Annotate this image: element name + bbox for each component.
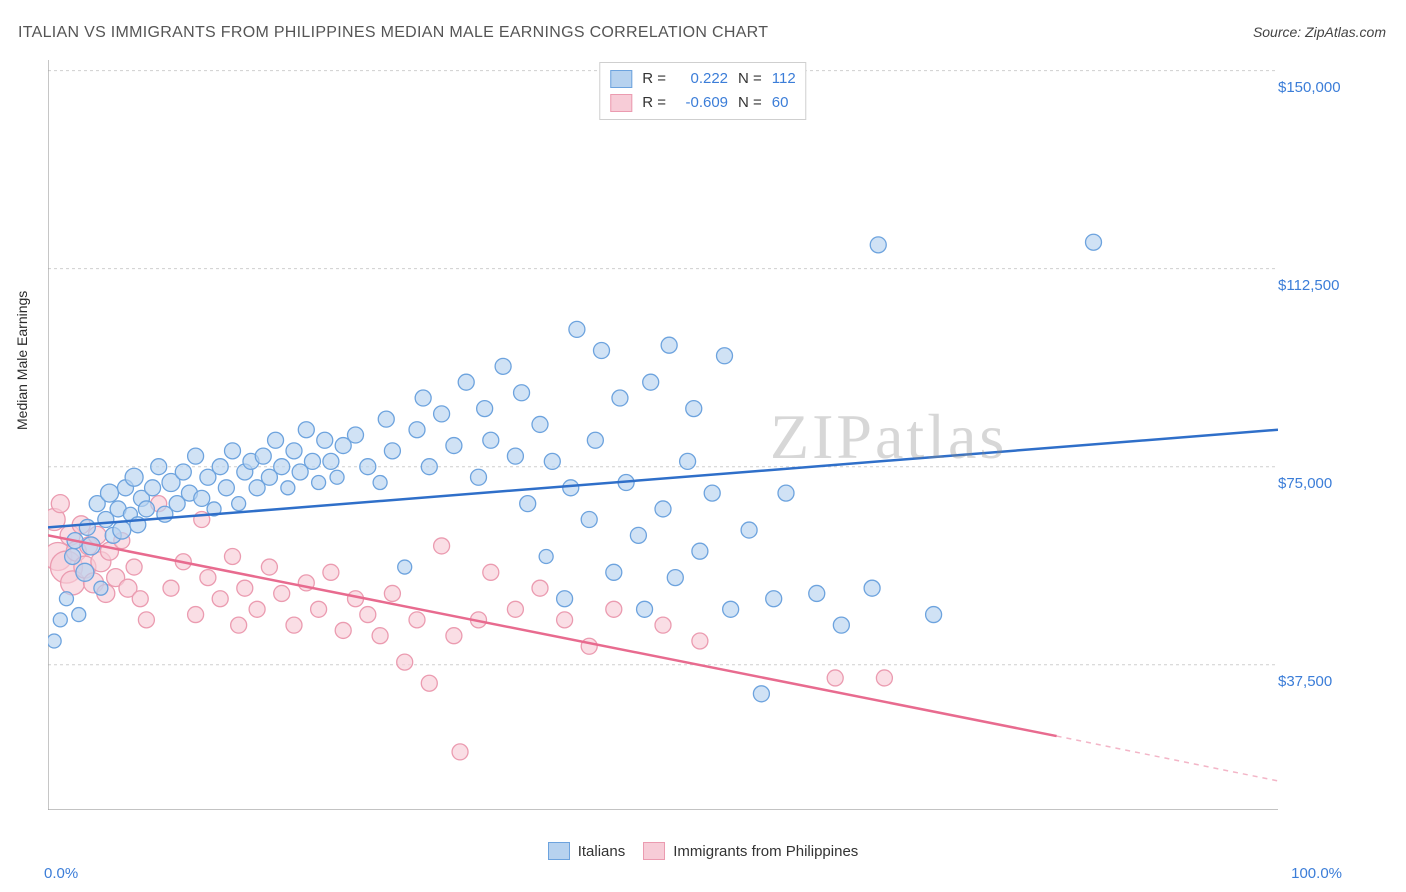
chart-area xyxy=(48,60,1278,810)
stats-r-label: R = xyxy=(642,91,666,115)
y-axis-label: Median Male Earnings xyxy=(14,291,30,430)
swatch-series1 xyxy=(548,842,570,860)
stats-box: R = 0.222 N = 112 R = -0.609 N = 60 xyxy=(599,62,806,120)
stats-n-label: N = xyxy=(738,67,762,91)
legend-label-2: Immigrants from Philippines xyxy=(673,843,858,860)
legend-bottom: Italians Immigrants from Philippines xyxy=(0,842,1406,860)
y-tick-label: $150,000 xyxy=(1278,79,1388,96)
y-tick-label: $112,500 xyxy=(1278,277,1388,294)
x-right-label: 100.0% xyxy=(1291,865,1342,882)
y-tick-label: $75,000 xyxy=(1278,475,1388,492)
legend-item-2: Immigrants from Philippines xyxy=(643,842,858,860)
swatch-series1 xyxy=(610,70,632,88)
legend-label-1: Italians xyxy=(578,843,626,860)
stats-r-label: R = xyxy=(642,67,666,91)
stats-row-2: R = -0.609 N = 60 xyxy=(610,91,795,115)
swatch-series2 xyxy=(643,842,665,860)
stats-r-val-1: 0.222 xyxy=(676,67,728,91)
stats-row-1: R = 0.222 N = 112 xyxy=(610,67,795,91)
chart-container: ITALIAN VS IMMIGRANTS FROM PHILIPPINES M… xyxy=(0,0,1406,892)
legend-item-1: Italians xyxy=(548,842,626,860)
swatch-series2 xyxy=(610,94,632,112)
stats-n-val-2: 60 xyxy=(772,91,789,115)
stats-r-val-2: -0.609 xyxy=(676,91,728,115)
chart-svg xyxy=(48,60,1278,810)
y-tick-label: $37,500 xyxy=(1278,673,1388,690)
stats-n-label: N = xyxy=(738,91,762,115)
chart-title: ITALIAN VS IMMIGRANTS FROM PHILIPPINES M… xyxy=(18,24,768,42)
source-label: Source: ZipAtlas.com xyxy=(1253,24,1386,40)
stats-n-val-1: 112 xyxy=(772,67,796,91)
x-left-label: 0.0% xyxy=(44,865,78,882)
